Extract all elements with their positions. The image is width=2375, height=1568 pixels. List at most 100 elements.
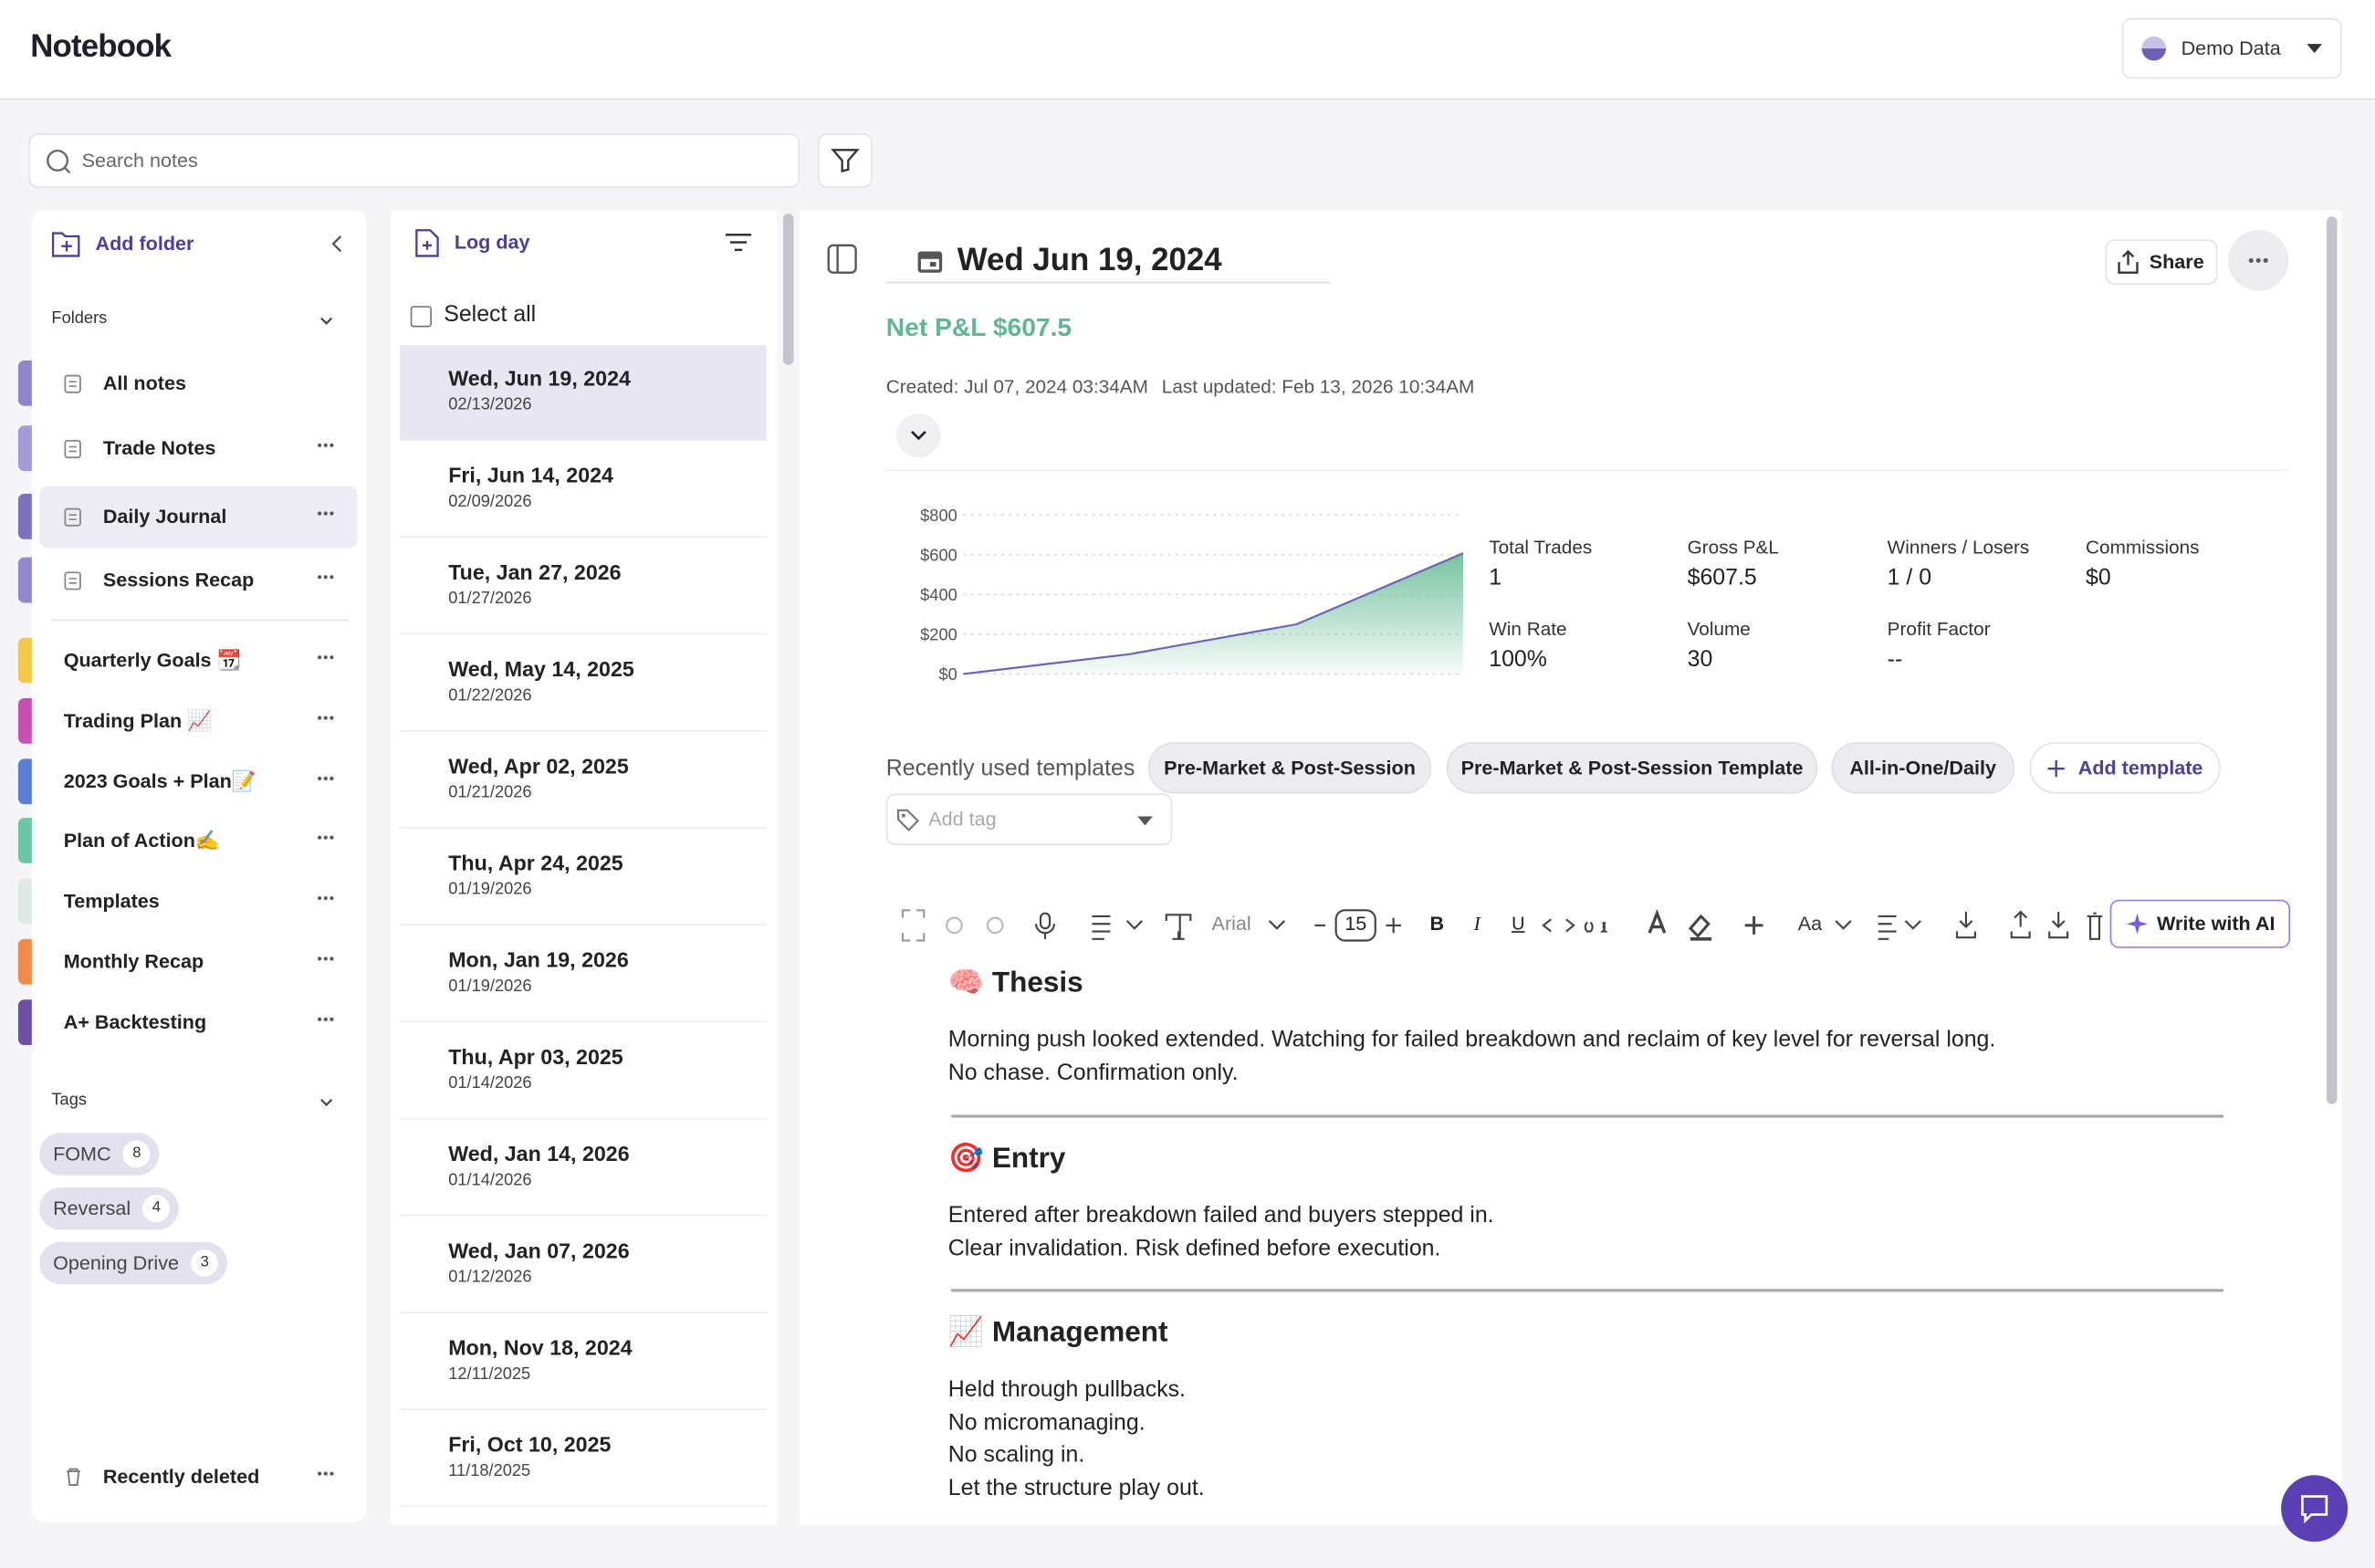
share[interactable]: Share [2149,250,2204,274]
folder-icon [64,439,81,459]
recently-deleted[interactable]: Recently deleted [102,1465,260,1488]
collapse-icon[interactable] [330,235,342,253]
write-with-ai[interactable]: Write with AI [2157,912,2276,936]
chevron[interactable] [319,1098,333,1107]
italic[interactable]: I [1473,912,1480,936]
folder-name[interactable]: Trade Notes [102,436,216,460]
panel-toggle[interactable] [827,244,857,274]
note-date: 02/09/2026 [448,492,532,511]
add-folder[interactable]: Add folder [95,232,194,256]
more-icon [2247,256,2270,265]
body-text: Morning push looked extended. Watching f… [947,1027,1996,1053]
note-item[interactable] [400,733,767,829]
text-case[interactable]: Aa [1797,912,1823,936]
add-template[interactable]: Add template [2077,756,2203,779]
checkbox[interactable] [410,306,432,328]
note-date-title: Wed Jun 19, 2024 [957,243,1222,278]
item-menu[interactable] [316,834,335,841]
note-title: Wed, Apr 02, 2025 [448,753,629,779]
search-box[interactable] [28,133,800,188]
folder-icon [64,507,81,527]
underline [885,281,1330,284]
folder-name[interactable]: Quarterly Goals 📆 [63,648,242,672]
note-title: Mon, Nov 18, 2024 [448,1334,633,1360]
folder-tab [17,557,32,603]
body-text: Clear invalidation. Risk defined before … [947,1235,1441,1261]
folder-name[interactable]: Trading Plan 📈 [63,708,213,732]
separator [51,619,349,622]
note-date: 02/13/2026 [448,395,532,414]
y-tick-label: $600 [920,545,957,564]
body-text: Held through pullbacks. [947,1376,1186,1403]
add-template-chip[interactable] [2029,742,2221,794]
template-chip[interactable] [1446,742,1818,794]
item-menu[interactable] [316,956,335,962]
tag-count: 8 [122,1140,151,1168]
section-heading: 📈 Management [947,1317,1168,1349]
template-chip[interactable] [1831,742,2015,794]
note-item[interactable] [400,539,767,635]
folder-tab [17,758,32,805]
ai-button[interactable] [2109,899,2291,948]
select-all[interactable]: Select all [444,301,537,328]
note-item[interactable] [400,1024,767,1120]
folder-name[interactable]: Monthly Recap [63,949,204,973]
sort-icon[interactable] [725,233,753,252]
body-text: No scaling in. [947,1442,1085,1469]
bold[interactable]: B [1429,912,1445,936]
item-menu[interactable] [316,894,335,902]
folder-tab [17,698,32,744]
tag-name: Opening Drive [53,1251,179,1274]
note-item[interactable] [400,830,767,925]
line [963,552,1464,675]
item-menu[interactable] [316,573,335,580]
item-menu[interactable] [316,442,335,449]
note-title: Thu, Apr 03, 2025 [448,1044,623,1069]
item-menu[interactable] [316,653,335,661]
item-menu[interactable] [316,715,335,721]
tag-input[interactable] [885,793,1173,845]
note-title: Wed, Jan 14, 2026 [448,1141,630,1166]
item-menu[interactable] [316,1016,335,1023]
item-menu[interactable] [316,1470,335,1477]
app-title: Notebook [30,29,172,65]
folder-name[interactable]: 2023 Goals + Plan📝 [63,769,256,793]
note-item[interactable] [400,1121,767,1217]
search-placeholder: Search notes [81,148,198,172]
template-name: Pre-Market & Post-Session Template [1460,756,1804,779]
y-tick-label: $200 [920,625,957,644]
log-day[interactable]: Log day [454,230,530,254]
item-menu[interactable] [316,775,335,782]
tag-name: Reversal [53,1197,131,1220]
expand-button[interactable] [896,413,941,458]
folder-name[interactable]: All notes [102,371,186,394]
note-item[interactable] [400,927,767,1023]
note-item[interactable] [400,443,767,538]
folder-name[interactable]: Sessions Recap [102,568,255,591]
folder-name[interactable]: Daily Journal [102,504,227,528]
caret [2307,44,2322,54]
folder-tab [17,360,32,406]
template-chip[interactable] [1147,742,1432,794]
note-item[interactable] [400,1314,767,1410]
note-item[interactable] [400,345,767,441]
note-title: Wed, May 14, 2025 [448,656,634,682]
underline[interactable]: U [1512,913,1525,935]
chat-button[interactable] [2281,1475,2349,1542]
note-title: Wed, Jan 07, 2026 [448,1238,630,1263]
template-name: Pre-Market & Post-Session [1164,756,1416,779]
folder-name[interactable]: Templates [63,889,160,913]
note-item[interactable] [400,1218,767,1313]
updated: Last updated: Feb 13, 2026 10:34AM [1161,376,1475,398]
note-item[interactable] [400,1412,767,1508]
folder-name[interactable]: Plan of Action✍️ [63,829,220,852]
share-button[interactable] [2105,239,2218,285]
filter-button[interactable] [818,133,873,188]
chevron[interactable] [319,317,333,326]
folder-tab [17,637,32,684]
note-item[interactable] [400,636,767,732]
toolbar-icons [901,909,2103,942]
item-menu[interactable] [316,510,335,517]
folder-name[interactable]: A+ Backtesting [63,1010,207,1034]
note-title: Fri, Jun 14, 2024 [448,463,613,487]
